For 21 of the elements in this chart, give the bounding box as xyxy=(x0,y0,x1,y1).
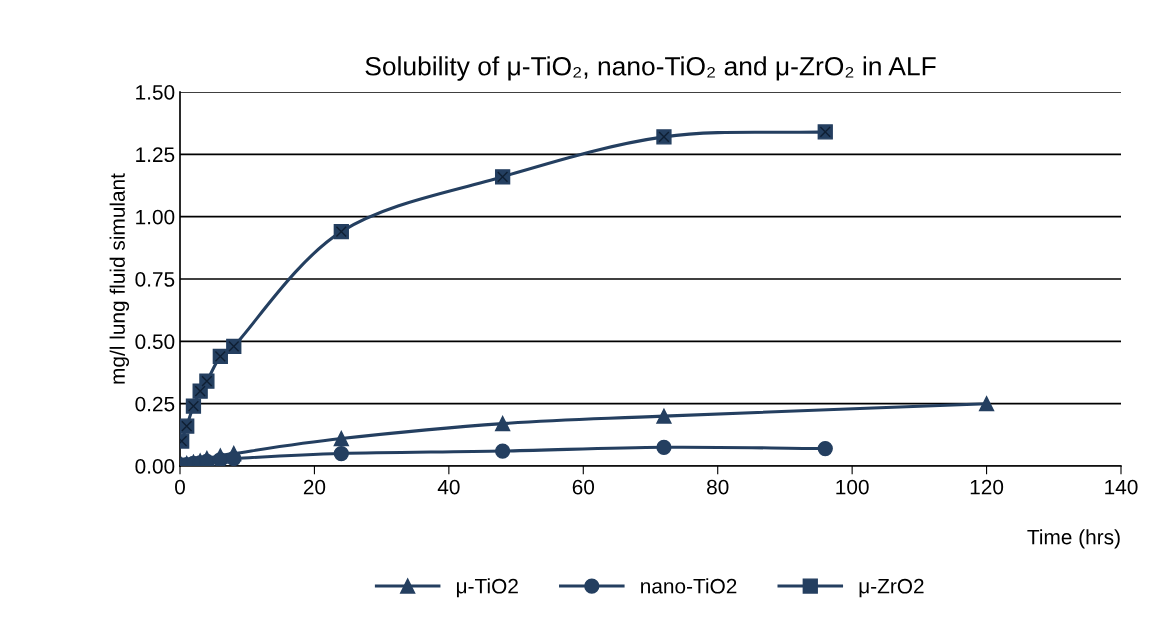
x-tick-label: 0 xyxy=(175,479,185,495)
legend-label: μ-TiO2 xyxy=(456,578,518,598)
y-axis-title: mg/l lung fluid simulant xyxy=(109,173,130,384)
x-tick-label: 140 xyxy=(1105,479,1138,495)
chart-title: Solubility of μ-TiO₂, nano-TiO₂ and μ-ZrO₂ in ALF xyxy=(365,56,936,81)
y-tick-label: 0.50 xyxy=(135,334,175,350)
y-tick-label: 0.75 xyxy=(135,272,175,287)
y-tick-label: 1.50 xyxy=(136,85,175,100)
legend-label: nano-TiO2 xyxy=(641,578,737,594)
x-tick-label: 20 xyxy=(303,479,326,495)
y-tick-label: 0.25 xyxy=(135,396,175,412)
x-tick-label: 80 xyxy=(707,479,729,495)
x-tick-label: 120 xyxy=(970,479,1004,495)
y-tick-label: 0.00 xyxy=(135,459,175,474)
x-axis-title: Time (hrs) xyxy=(1027,529,1120,549)
legend-label: μ-ZrO2 xyxy=(859,578,924,598)
x-tick-label: 60 xyxy=(572,479,595,495)
x-tick-label: 40 xyxy=(437,479,460,495)
y-tick-label: 1.25 xyxy=(136,147,175,163)
y-tick-label: 1.00 xyxy=(136,209,175,225)
x-tick-label: 100 xyxy=(836,479,869,495)
